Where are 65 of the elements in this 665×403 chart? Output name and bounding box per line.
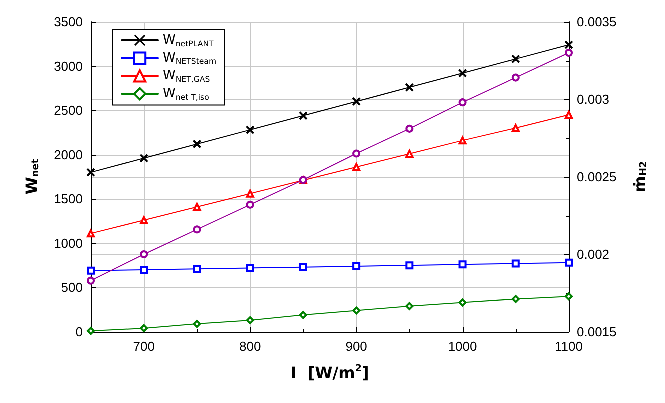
point <box>140 324 148 332</box>
x-tick-label: 900 <box>346 339 368 354</box>
y2-tick-label: 0.0015 <box>577 324 617 340</box>
point <box>299 263 308 272</box>
point <box>512 74 520 82</box>
y-tick-label: 0 <box>76 324 83 340</box>
point <box>406 150 414 158</box>
point <box>352 98 361 106</box>
y2-tick-label: 0.002 <box>577 247 610 262</box>
point <box>512 124 520 132</box>
point <box>458 260 467 269</box>
point <box>87 168 95 177</box>
point <box>565 258 573 267</box>
point <box>352 163 361 172</box>
point <box>140 250 148 258</box>
point <box>406 262 414 270</box>
point <box>512 260 520 268</box>
point <box>512 295 520 304</box>
point <box>565 41 573 50</box>
x-tick-label: 1000 <box>448 339 478 354</box>
y-tick-label: 3500 <box>54 14 83 30</box>
point <box>87 327 95 336</box>
point <box>458 136 467 145</box>
x-tick-label: 1100 <box>555 339 583 354</box>
y-tick-label: 2500 <box>54 103 83 118</box>
point <box>87 266 95 275</box>
y-axis-title: Wnet <box>22 158 42 195</box>
point <box>299 311 308 320</box>
y-tick-label: 1500 <box>54 192 83 207</box>
point <box>140 266 148 274</box>
point <box>246 200 254 209</box>
y2-tick-label: 0.003 <box>577 92 610 107</box>
point <box>458 298 467 307</box>
point <box>512 55 520 64</box>
x-tick-label: 800 <box>239 339 262 354</box>
point <box>406 302 414 310</box>
y2-tick-label: 0.0025 <box>577 170 617 184</box>
y-tick-label: 1000 <box>54 236 83 251</box>
point <box>140 154 148 162</box>
point <box>140 216 148 224</box>
point <box>352 306 361 315</box>
y2-tick-label: 0.0035 <box>577 14 617 30</box>
point <box>352 150 361 158</box>
point <box>193 265 202 274</box>
point <box>458 98 467 107</box>
point <box>246 126 254 134</box>
point <box>406 84 414 92</box>
y-tick-label: 3000 <box>54 58 83 74</box>
point <box>193 226 202 234</box>
y-tick-label: 500 <box>61 280 83 296</box>
point <box>565 292 573 301</box>
x-tick-label: 700 <box>133 339 155 354</box>
point <box>193 320 202 328</box>
y2-axis-title: ṁH2 <box>630 161 650 193</box>
point <box>246 316 254 324</box>
point <box>299 112 308 120</box>
point <box>87 276 95 285</box>
y-tick-label: 2000 <box>54 147 83 162</box>
point <box>565 49 573 57</box>
point <box>246 264 254 272</box>
point <box>193 140 202 148</box>
point <box>352 262 361 270</box>
point <box>406 124 414 133</box>
point <box>458 69 467 78</box>
point <box>246 190 254 198</box>
